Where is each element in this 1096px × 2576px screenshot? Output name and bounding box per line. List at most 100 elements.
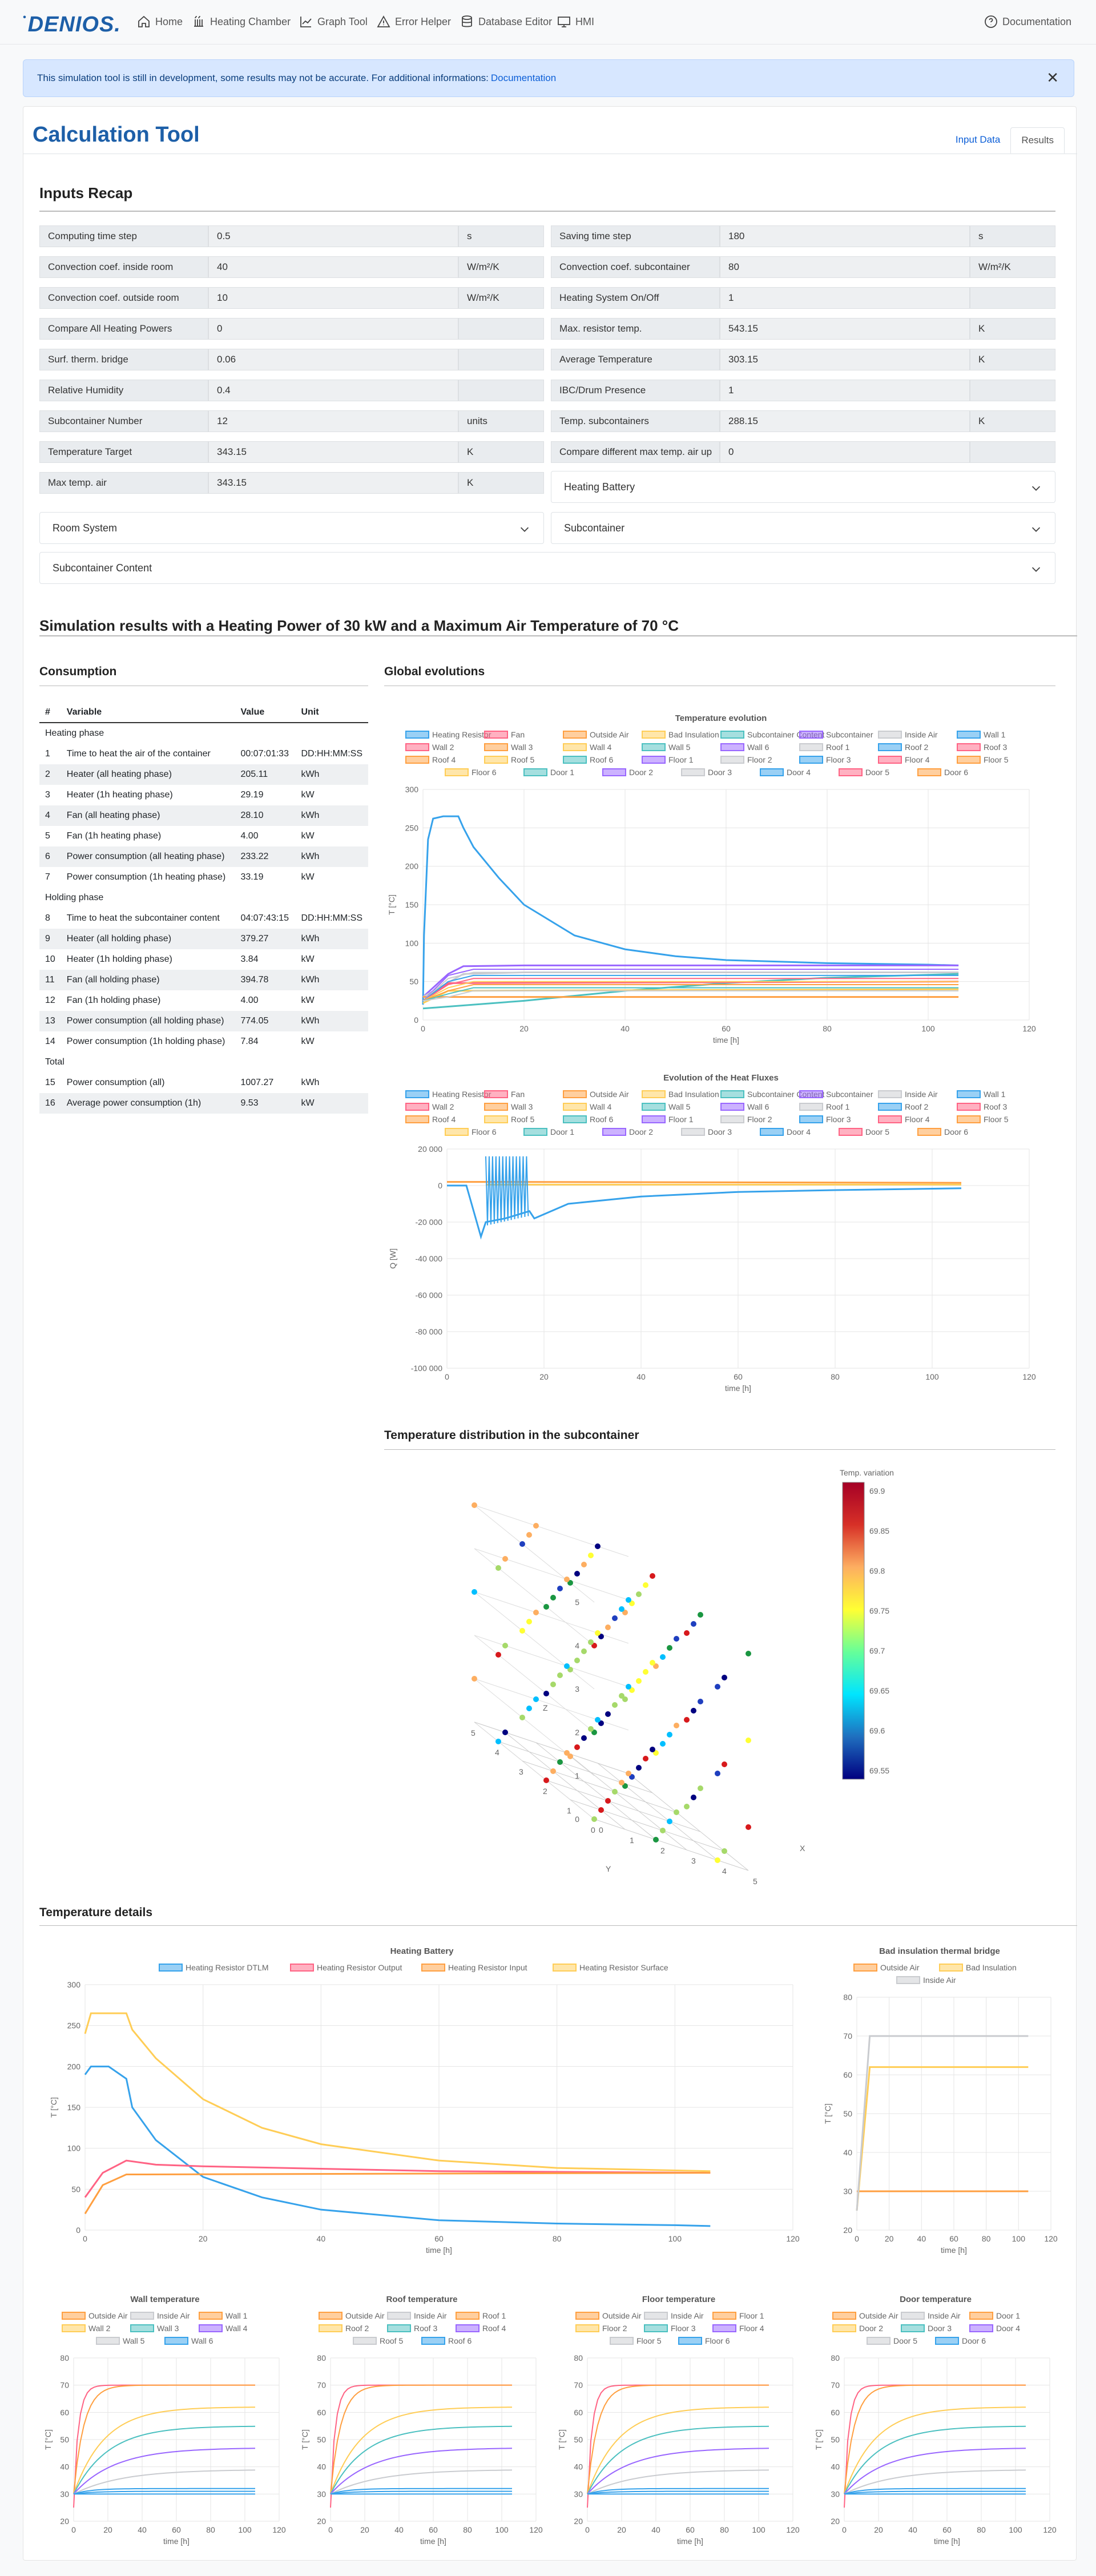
series-line	[587, 2384, 769, 2494]
accordion-subcontainer[interactable]: Subcontainer	[551, 512, 1055, 544]
legend-swatch	[387, 2324, 411, 2332]
z-tick-label: 2	[575, 1728, 579, 1737]
y-tick-label: 50	[843, 2109, 852, 2118]
series-line	[422, 964, 959, 998]
row-number: 13	[39, 1011, 61, 1031]
x-tick-label: 80	[206, 2525, 215, 2534]
accordion-subcontainer-content[interactable]: Subcontainer Content	[39, 552, 1055, 584]
colorbar-tick: 69.8	[869, 1566, 885, 1575]
legend-swatch	[642, 756, 666, 764]
legend-label: Wall 5	[668, 743, 691, 752]
nav-documentation[interactable]: Documentation	[984, 15, 1071, 29]
series-line	[856, 2035, 1029, 2211]
row-value: 9.53	[235, 1093, 296, 1114]
legend-swatch	[878, 731, 902, 739]
legend-swatch	[96, 2337, 120, 2345]
row-number: 2	[39, 764, 61, 785]
legend-swatch	[523, 768, 547, 776]
scatter-point	[526, 1706, 532, 1711]
x-axis-label: time [h]	[713, 1035, 739, 1045]
legend-item: Roof 5	[353, 2336, 403, 2345]
recap-label: Relative Humidity	[39, 380, 208, 401]
axes-frame	[474, 1505, 749, 1871]
scatter-point	[650, 1573, 655, 1579]
legend-item: Inside Air	[644, 2311, 704, 2320]
table-row: 16 Average power consumption (1h) 9.53 kW	[39, 1093, 368, 1114]
row-value: 7.84	[240, 1037, 259, 1046]
legend-swatch	[839, 768, 863, 776]
legend-item: Door 4	[760, 1127, 811, 1136]
nav-home[interactable]: Home	[137, 15, 183, 29]
legend-swatch	[969, 2324, 993, 2332]
close-icon[interactable]: ✕	[1046, 69, 1059, 86]
y-axis-label: T [°C]	[300, 2429, 309, 2450]
series-line	[587, 2425, 769, 2494]
gridline	[535, 1742, 656, 1840]
scatter-point	[746, 1651, 751, 1656]
legend-label: Roof 5	[511, 1115, 534, 1124]
accordion-room-system[interactable]: Room System	[39, 512, 544, 544]
legend-label: Wall 4	[590, 1102, 612, 1111]
legend-item: Floor 3	[644, 2324, 696, 2333]
legend-item: Fan	[484, 730, 525, 739]
accordion-heating-battery[interactable]: Heating Battery	[551, 471, 1055, 503]
legend-item: Roof 5	[484, 755, 534, 764]
legend-item: Floor 4	[878, 755, 930, 764]
row-number: 10	[45, 954, 55, 964]
floor-temperature-chart: Floor temperature Outside Air Inside Air Fl…	[553, 2293, 804, 2555]
legend-swatch	[799, 731, 823, 739]
series-line	[422, 978, 959, 1002]
x-axis-label: time [h]	[934, 2537, 960, 2546]
nav-graph-tool[interactable]: Graph Tool	[299, 15, 368, 29]
nav-database-editor[interactable]: Database Editor	[460, 15, 552, 29]
series-line	[844, 2490, 1026, 2495]
nav-error-helper[interactable]: Error Helper	[377, 15, 451, 29]
x-tick-label: 3	[691, 1856, 696, 1865]
tab-input-data[interactable]: Input Data	[955, 134, 1001, 145]
legend-label: Heating Resistor	[432, 730, 491, 739]
legend-label: Wall 4	[590, 743, 612, 752]
series-line	[587, 2488, 769, 2495]
legend-label: Floor 1	[739, 2311, 764, 2320]
series-line	[73, 2469, 256, 2495]
y-tick-label: 50	[71, 2184, 80, 2194]
col-header-unit: Unit	[295, 703, 368, 723]
legend-item: Floor 4	[712, 2324, 764, 2333]
row-value: 774.05	[235, 1011, 296, 1031]
scatter-point	[472, 1589, 477, 1595]
legend-swatch	[799, 743, 823, 751]
nav-hmi[interactable]: HMI	[557, 15, 594, 29]
legend-swatch	[484, 743, 508, 751]
chart-svg: Heating Battery Heating Resistor DTLM Heat…	[49, 1946, 800, 2255]
legend-item: Door 2	[832, 2324, 883, 2333]
scatter-point	[626, 1771, 631, 1776]
phase-label: Holding phase	[39, 888, 368, 908]
scatter-point	[588, 1553, 594, 1558]
alert-documentation-link[interactable]: Documentation	[490, 72, 557, 83]
x-tick-label: 120	[786, 2525, 800, 2534]
scatter-point	[612, 1789, 618, 1795]
series-line	[330, 2488, 513, 2495]
legend-label: Wall 3	[511, 1102, 533, 1111]
y-tick-label: 60	[574, 2408, 583, 2417]
legend-item: Floor 5	[957, 755, 1009, 764]
x-tick-label: 80	[831, 1372, 840, 1381]
y-tick-label: 20 000	[418, 1144, 442, 1154]
x-tick-label: 0	[83, 2234, 87, 2243]
recap-row: Temp. subcontainers 288.15 K	[551, 410, 1055, 432]
chart-svg: Temperature evolution Heating Resistor Fan…	[387, 713, 1036, 1045]
heating-battery-chart: Heating Battery Heating Resistor DTLM Heat…	[39, 1945, 804, 2264]
legend-item: Floor 5	[610, 2336, 662, 2345]
x-axis-label: time [h]	[163, 2537, 190, 2546]
table-row: 9 Heater (all holding phase) 379.27 kWh	[39, 929, 368, 949]
denios-logo[interactable]: •DENIOS.	[23, 13, 121, 37]
recap-label: Subcontainer Number	[39, 410, 208, 432]
recap-label: Compare different max temp. air up	[551, 441, 720, 463]
row-unit: DD:HH:MM:SS	[301, 913, 362, 923]
y-tick-label: 80	[317, 2353, 326, 2363]
legend-swatch	[405, 731, 429, 739]
x-tick-label: 0	[599, 1825, 603, 1835]
legend-item: Roof 3	[957, 743, 1007, 752]
tab-results[interactable]: Results	[1010, 127, 1065, 154]
nav-heating-chamber[interactable]: Heating Chamber	[192, 15, 291, 29]
